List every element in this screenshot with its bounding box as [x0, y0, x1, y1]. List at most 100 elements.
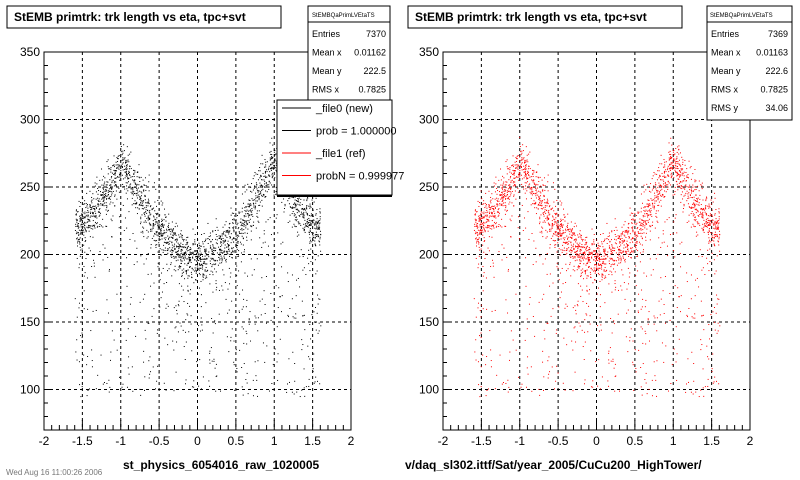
scatter-point: [650, 211, 652, 213]
scatter-point: [561, 251, 563, 253]
scatter-point: [566, 226, 568, 228]
scatter-point: [562, 382, 564, 384]
scatter-point: [619, 249, 621, 251]
scatter-point: [189, 257, 191, 259]
scatter-point: [190, 289, 192, 291]
scatter-point: [180, 233, 182, 235]
scatter-point: [532, 172, 534, 174]
scatter-point: [226, 237, 228, 239]
scatter-point: [156, 232, 158, 234]
scatter-point: [301, 208, 303, 210]
scatter-point: [188, 256, 190, 258]
scatter-point: [598, 274, 600, 276]
scatter-point: [111, 192, 113, 194]
scatter-point: [649, 205, 651, 207]
scatter-point: [646, 228, 648, 230]
scatter-point: [576, 253, 578, 255]
scatter-point: [220, 241, 222, 243]
scatter-point: [518, 173, 520, 175]
scatter-point: [150, 247, 152, 249]
scatter-point: [149, 218, 151, 220]
scatter-point: [245, 225, 247, 227]
scatter-point: [679, 311, 681, 313]
scatter-point: [635, 215, 637, 217]
scatter-point: [577, 283, 579, 285]
scatter-point: [75, 213, 77, 215]
scatter-point: [235, 212, 237, 214]
scatter-point: [572, 257, 574, 259]
scatter-point: [635, 265, 637, 267]
scatter-point: [631, 227, 633, 229]
scatter-point: [159, 232, 161, 234]
scatter-point: [707, 385, 709, 387]
scatter-point: [106, 181, 108, 183]
scatter-point: [201, 329, 203, 331]
scatter-point: [490, 202, 492, 204]
scatter-point: [477, 234, 479, 236]
scatter-point: [714, 273, 716, 275]
scatter-point: [537, 184, 539, 186]
scatter-point: [556, 262, 558, 264]
scatter-point: [210, 246, 212, 248]
scatter-point: [271, 168, 273, 170]
scatter-point: [246, 382, 248, 384]
scatter-point: [713, 259, 715, 261]
scatter-point: [215, 390, 217, 392]
scatter-point: [608, 352, 610, 354]
scatter-point: [251, 226, 253, 228]
scatter-point: [478, 219, 480, 221]
scatter-point: [261, 199, 263, 201]
scatter-point: [229, 250, 231, 252]
scatter-point: [247, 183, 249, 185]
scatter-point: [599, 388, 601, 390]
scatter-point: [490, 199, 492, 201]
scatter-point: [663, 196, 665, 198]
scatter-point: [102, 204, 104, 206]
scatter-point: [188, 258, 190, 260]
scatter-point: [319, 212, 321, 214]
scatter-point: [543, 195, 545, 197]
scatter-point: [310, 261, 312, 263]
scatter-point: [235, 233, 237, 235]
scatter-point: [211, 360, 213, 362]
scatter-point: [275, 186, 277, 188]
scatter-point: [262, 172, 264, 174]
scatter-point: [477, 361, 479, 363]
scatter-point: [639, 229, 641, 231]
scatter-point: [304, 229, 306, 231]
scatter-point: [644, 330, 646, 332]
scatter-point: [640, 193, 642, 195]
scatter-point: [180, 259, 182, 261]
scatter-point: [173, 307, 175, 309]
scatter-point: [598, 258, 600, 260]
scatter-point: [646, 203, 648, 205]
scatter-point: [539, 200, 541, 202]
scatter-point: [575, 238, 577, 240]
scatter-point: [174, 265, 176, 267]
scatter-point: [144, 389, 146, 391]
scatter-point: [658, 170, 660, 172]
scatter-point: [696, 231, 698, 233]
scatter-point: [156, 240, 158, 242]
scatter-point: [559, 297, 561, 299]
scatter-point: [288, 203, 290, 205]
scatter-point: [110, 351, 112, 353]
scatter-point: [229, 230, 231, 232]
scatter-point: [105, 202, 107, 204]
scatter-point: [690, 188, 692, 190]
scatter-point: [486, 389, 488, 391]
scatter-point: [539, 202, 541, 204]
scatter-point: [181, 285, 183, 287]
scatter-point: [264, 241, 266, 243]
scatter-point: [232, 238, 234, 240]
scatter-point: [713, 234, 715, 236]
scatter-point: [115, 170, 117, 172]
scatter-point: [663, 361, 665, 363]
scatter-point: [670, 172, 672, 174]
scatter-point: [214, 250, 216, 252]
scatter-point: [196, 299, 198, 301]
scatter-point: [266, 176, 268, 178]
scatter-point: [695, 201, 697, 203]
scatter-point: [645, 372, 647, 374]
scatter-point: [94, 227, 96, 229]
